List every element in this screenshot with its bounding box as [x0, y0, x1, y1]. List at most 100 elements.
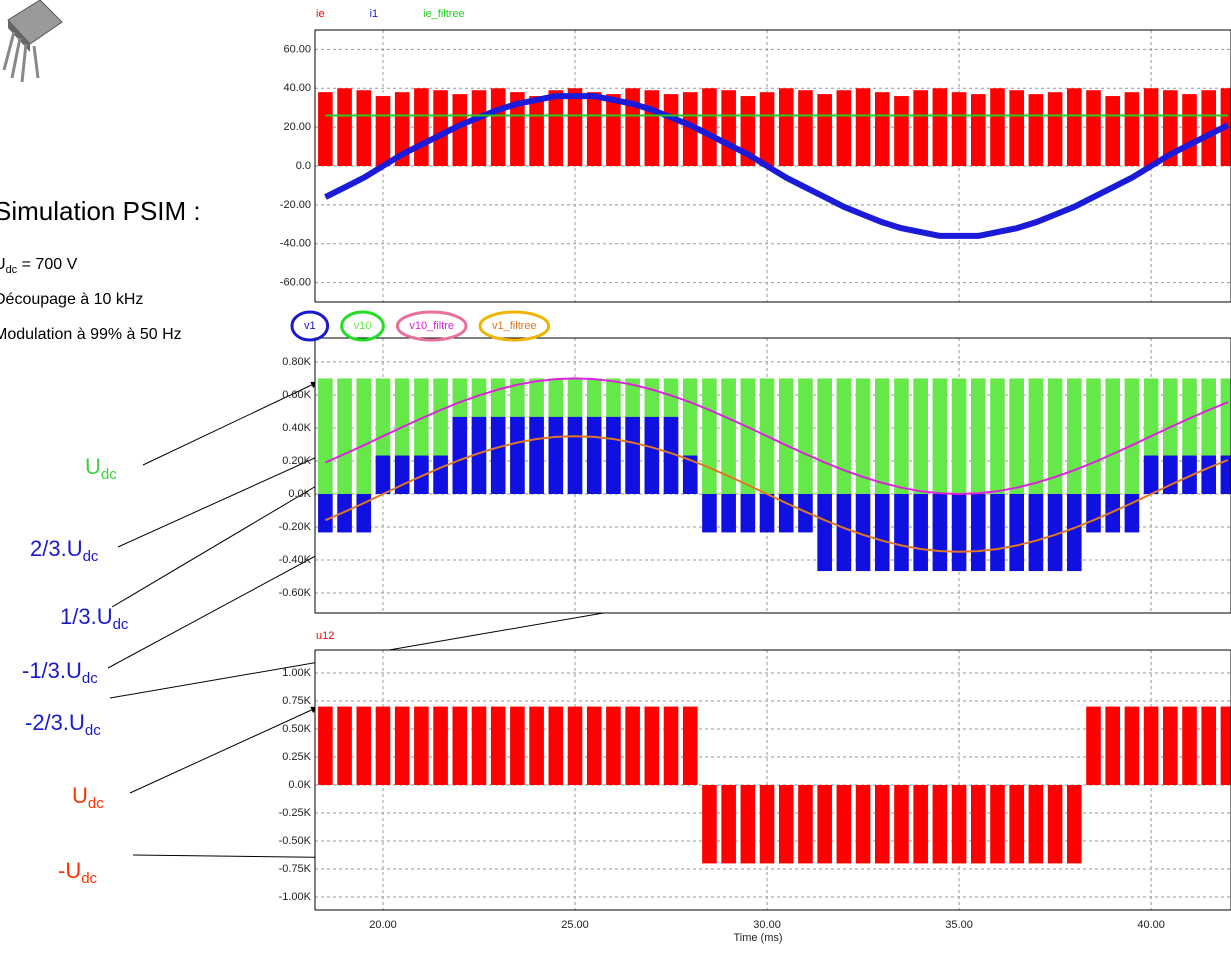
- pulse: [529, 96, 544, 166]
- pulse: [414, 706, 429, 785]
- pulse: [951, 92, 967, 166]
- y-tick-label: 60.00: [283, 43, 311, 55]
- pulse: [1028, 784, 1044, 864]
- pulse: [394, 455, 410, 494]
- param-text: Modulation à 99% à 50 Hz: [0, 326, 182, 343]
- y-tick-label: 0.75K: [282, 695, 311, 707]
- legend-label: v10_filtre: [409, 320, 454, 332]
- legend-label: v10: [354, 320, 372, 332]
- pulse: [778, 88, 794, 166]
- pulse: [702, 88, 717, 166]
- pulse: [836, 378, 852, 494]
- pulse: [836, 493, 852, 572]
- pulse: [318, 92, 333, 166]
- pulse: [836, 784, 852, 864]
- pulse: [394, 706, 410, 785]
- pulse: [548, 416, 564, 494]
- pulse: [375, 96, 391, 166]
- pulse: [913, 493, 928, 572]
- annotation-text: 2/3.U: [30, 536, 83, 561]
- pulse: [452, 706, 468, 785]
- pulse: [452, 94, 468, 166]
- y-tick-label: -20.00: [280, 199, 311, 211]
- pulse: [625, 706, 640, 785]
- annotation-arrow: [129, 706, 319, 794]
- series-line: [324, 435, 1229, 553]
- legend-outline: [340, 310, 385, 342]
- pulse: [759, 784, 775, 864]
- series-line: [324, 377, 1229, 495]
- param: Modulation à 99% à 50 Hz: [0, 326, 182, 343]
- pulse: [1182, 94, 1197, 166]
- pulse: [1163, 455, 1178, 494]
- pulse: [567, 416, 583, 494]
- pulse: [990, 88, 1005, 166]
- pulse: [375, 455, 391, 494]
- y-tick-label: 0.0K: [288, 488, 311, 500]
- x-tick-label: 25.00: [561, 919, 589, 931]
- pulse: [798, 493, 813, 533]
- pulse: [337, 378, 352, 494]
- pulse: [740, 378, 756, 494]
- pulse: [471, 90, 487, 166]
- pulse: [1067, 378, 1082, 494]
- pulse: [855, 88, 871, 166]
- legend-label: ie: [316, 8, 325, 20]
- pulse: [318, 706, 333, 785]
- pulse: [1124, 706, 1140, 785]
- pulse: [970, 378, 986, 494]
- pulse: [644, 416, 660, 494]
- pulse: [682, 92, 698, 166]
- pulse: [452, 416, 468, 494]
- x-tick-label: 20.00: [369, 919, 397, 931]
- annotation-sub: dc: [82, 670, 98, 687]
- pulse: [721, 90, 736, 166]
- series-line: [324, 93, 1230, 239]
- pulse: [970, 493, 986, 572]
- pulse: [721, 378, 736, 494]
- y-tick-label: 0.0: [296, 160, 311, 172]
- annotation: -Udc: [58, 858, 98, 887]
- pulse: [778, 493, 794, 533]
- pulse: [740, 96, 756, 166]
- pulse: [1220, 455, 1231, 494]
- pulse: [740, 493, 756, 533]
- pulse: [586, 92, 602, 166]
- pulse: [356, 378, 372, 494]
- pulse: [356, 493, 372, 533]
- pulse: [1201, 706, 1217, 785]
- annotation-text: -U: [58, 858, 81, 883]
- pulse: [1124, 493, 1140, 533]
- pulse: [1086, 90, 1101, 166]
- annotation-text: U: [85, 454, 101, 479]
- pulse: [1105, 378, 1121, 494]
- pulse: [510, 706, 525, 785]
- param-text: Découpage à 10 kHz: [0, 291, 143, 308]
- pulse: [644, 90, 660, 166]
- param-tail: = 700 V: [17, 256, 77, 273]
- pulse: [702, 493, 717, 533]
- annotation-text: -2/3.U: [25, 710, 85, 735]
- pulse: [394, 92, 410, 166]
- pulse: [894, 784, 909, 864]
- pulse: [1163, 90, 1178, 166]
- pulse: [932, 378, 948, 494]
- pulse: [894, 493, 909, 572]
- slide-title: Simulation PSIM :: [0, 196, 201, 226]
- pulse: [1086, 378, 1101, 494]
- pulse: [1143, 455, 1159, 494]
- param: Udc = 700 V: [0, 256, 78, 276]
- pulse: [932, 493, 948, 572]
- pulse: [529, 416, 544, 494]
- annotation: -1/3.Udc: [22, 658, 98, 687]
- pulse: [567, 706, 583, 785]
- y-tick-label: 1.00K: [282, 667, 311, 679]
- pulse: [1105, 96, 1121, 166]
- pulse: [894, 96, 909, 166]
- pulse: [1009, 90, 1024, 166]
- pulse: [1009, 378, 1024, 494]
- pulse: [1009, 493, 1024, 572]
- pulse: [778, 378, 794, 494]
- annotation-sub: dc: [81, 870, 97, 887]
- component-icon: [2, 0, 63, 83]
